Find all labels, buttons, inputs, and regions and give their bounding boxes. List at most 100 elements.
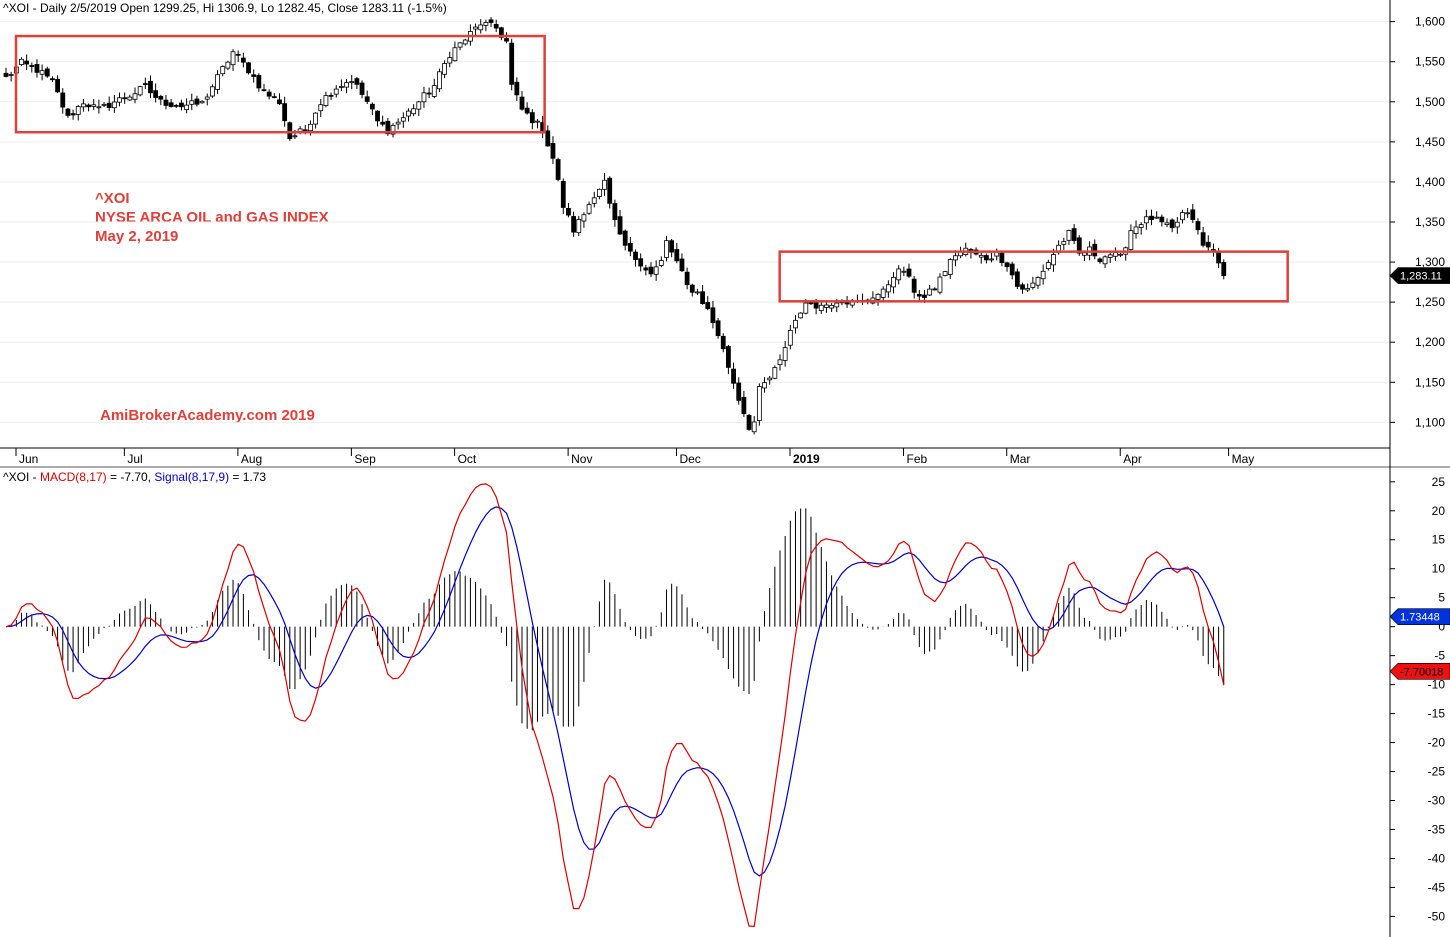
candle <box>493 19 499 33</box>
candle <box>478 19 484 34</box>
candle-body-up <box>220 66 226 75</box>
candle-body-down <box>194 98 200 105</box>
candle-body-up <box>937 276 943 293</box>
candle <box>731 362 736 389</box>
candle <box>498 26 504 41</box>
candle-body-down <box>705 301 711 310</box>
candle-body-down <box>1200 232 1206 246</box>
candle-body-down <box>359 82 365 95</box>
candle <box>519 91 525 111</box>
candle <box>369 102 375 116</box>
candle-body-up <box>664 240 669 258</box>
candle-body-up <box>762 382 767 389</box>
candle-body-down <box>679 258 685 272</box>
candle-body-down <box>1190 209 1196 220</box>
candle-body-up <box>483 22 489 26</box>
candle-body-up <box>1051 254 1056 266</box>
candle <box>1195 218 1201 235</box>
candle-body-up <box>338 86 344 88</box>
candle-body-up <box>1102 256 1108 265</box>
candle-body-up <box>978 254 984 258</box>
candle-body-down <box>746 414 752 430</box>
candle-body-up <box>695 291 700 294</box>
candle-body-up <box>1066 230 1072 241</box>
candle-body-up <box>597 188 602 197</box>
price-tick-label: 1,350 <box>1415 215 1445 229</box>
candle-body-down <box>1169 219 1175 229</box>
candle <box>24 54 30 70</box>
candle <box>1009 261 1015 280</box>
candle <box>726 345 731 375</box>
candle <box>483 19 489 32</box>
price-tick-label: 1,100 <box>1415 415 1445 429</box>
candle-body-down <box>617 216 623 235</box>
candle-body-up <box>1133 226 1139 234</box>
candle-body-up <box>927 288 933 296</box>
candle-body-up <box>947 259 953 275</box>
candle <box>658 256 664 268</box>
candle-body-up <box>1174 221 1180 228</box>
macd-tick-label: -50 <box>1428 909 1446 923</box>
macd-tick-label: 10 <box>1432 562 1446 576</box>
candle-body-down <box>922 294 927 298</box>
price-tick-label: 1,450 <box>1415 135 1445 149</box>
candle-body-down <box>1205 241 1211 248</box>
macd-tick-label: 5 <box>1438 591 1445 605</box>
candle <box>1149 209 1154 226</box>
candle-body-up <box>591 197 597 204</box>
candle <box>700 285 705 305</box>
candle-body-up <box>576 219 582 234</box>
candle-body-down <box>1014 271 1020 287</box>
candle-body-up <box>953 255 958 261</box>
candle <box>1004 261 1010 272</box>
candle-body-down <box>674 249 680 262</box>
candle <box>1045 259 1051 271</box>
candle-body-up <box>1118 253 1123 256</box>
candle <box>65 108 71 118</box>
price-gridlines <box>0 21 1390 423</box>
candle-body-up <box>390 124 396 135</box>
candle <box>1035 276 1041 289</box>
candle-body-up <box>225 61 231 69</box>
candle-body-down <box>916 293 922 297</box>
candle <box>354 77 360 89</box>
macd-histogram <box>10 508 1225 731</box>
candle <box>627 237 633 257</box>
candle-body-up <box>411 108 417 115</box>
candle-body-down <box>932 288 938 291</box>
candle <box>179 99 184 111</box>
candle-body-down <box>287 122 293 140</box>
candle-body-down <box>55 78 60 93</box>
candle <box>148 75 153 99</box>
candle <box>984 253 989 264</box>
candle <box>1169 218 1175 233</box>
candle <box>1014 268 1020 290</box>
macd-value-badge-shape <box>1389 662 1450 680</box>
candle <box>338 79 344 91</box>
month-label: Jul <box>127 452 142 466</box>
candle <box>576 215 582 237</box>
candle <box>1159 214 1165 227</box>
candle-body-up <box>39 70 45 75</box>
candle-body-up <box>1164 222 1170 225</box>
candle-body-up <box>452 47 458 62</box>
candle-body-up <box>117 97 122 103</box>
candle-body-up <box>829 304 834 309</box>
candle-body-up <box>421 92 427 103</box>
macd-value-badge: -7.70018 <box>1389 662 1450 680</box>
candle-body-up <box>653 266 659 275</box>
candle <box>235 50 241 62</box>
candle-body-up <box>431 85 437 97</box>
price-tick-label: 1,150 <box>1415 375 1445 389</box>
candle <box>8 71 14 82</box>
candle <box>261 83 267 92</box>
candle-body-up <box>416 101 422 110</box>
candle <box>163 95 169 110</box>
price-tick-label: 1,400 <box>1415 175 1445 189</box>
candle <box>906 263 912 278</box>
candle <box>277 93 282 106</box>
month-label: Jun <box>19 452 38 466</box>
candle <box>462 38 468 46</box>
candle <box>1200 226 1206 248</box>
candle-body-down <box>509 42 515 85</box>
